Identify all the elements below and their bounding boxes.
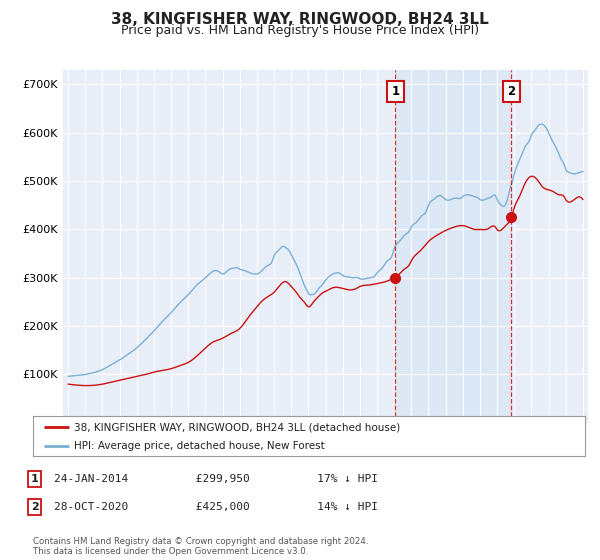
Text: Contains HM Land Registry data © Crown copyright and database right 2024.
This d: Contains HM Land Registry data © Crown c… [33, 536, 368, 556]
Text: 24-JAN-2014          £299,950          17% ↓ HPI: 24-JAN-2014 £299,950 17% ↓ HPI [54, 474, 378, 484]
Text: 28-OCT-2020          £425,000          14% ↓ HPI: 28-OCT-2020 £425,000 14% ↓ HPI [54, 502, 378, 512]
Text: 2: 2 [31, 502, 38, 512]
Text: 38, KINGFISHER WAY, RINGWOOD, BH24 3LL: 38, KINGFISHER WAY, RINGWOOD, BH24 3LL [111, 12, 489, 27]
Text: 1: 1 [391, 85, 400, 98]
Text: 38, KINGFISHER WAY, RINGWOOD, BH24 3LL (detached house): 38, KINGFISHER WAY, RINGWOOD, BH24 3LL (… [74, 422, 401, 432]
Text: Price paid vs. HM Land Registry's House Price Index (HPI): Price paid vs. HM Land Registry's House … [121, 24, 479, 36]
Text: HPI: Average price, detached house, New Forest: HPI: Average price, detached house, New … [74, 441, 325, 451]
Text: 2: 2 [507, 85, 515, 98]
Text: 1: 1 [31, 474, 38, 484]
Bar [395, 70, 511, 423]
